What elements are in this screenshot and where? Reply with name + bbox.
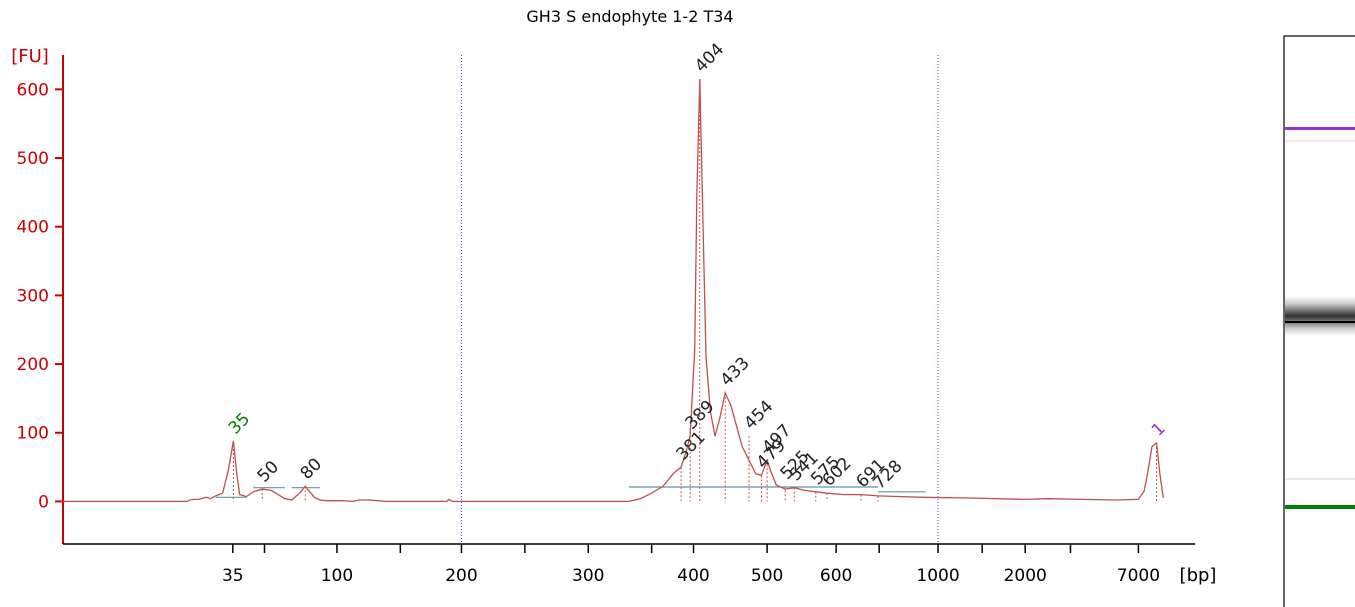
grid-layer bbox=[460, 55, 939, 544]
signal-trace bbox=[63, 78, 1164, 503]
y-tick-label: 300 bbox=[17, 286, 49, 306]
trace-layer bbox=[63, 78, 1164, 503]
y-tick-label: 500 bbox=[17, 149, 49, 169]
x-tick-label: 100 bbox=[321, 566, 353, 586]
y-tick-label: 600 bbox=[17, 80, 49, 100]
x-tick-label: 300 bbox=[572, 566, 604, 586]
y-tick-label: 100 bbox=[17, 424, 49, 444]
gel-faint-band bbox=[1285, 140, 1355, 142]
y-tick-label: 0 bbox=[38, 492, 49, 512]
x-tick-label: 500 bbox=[751, 566, 783, 586]
y-tick-label: 400 bbox=[17, 218, 49, 238]
gel-lower-marker-band bbox=[1285, 505, 1355, 509]
baseline-segments bbox=[215, 486, 926, 498]
chart-title: GH3 S endophyte 1-2 T34 bbox=[526, 7, 733, 26]
x-tick-label: 35 bbox=[222, 566, 244, 586]
x-tick-label: 1000 bbox=[916, 566, 959, 586]
x-tick-label: 2000 bbox=[1004, 566, 1047, 586]
gel-upper-marker-band bbox=[1285, 127, 1355, 130]
x-tick-label: 400 bbox=[677, 566, 709, 586]
gel-main-band bbox=[1285, 296, 1355, 336]
gel-main-band-core bbox=[1285, 321, 1355, 323]
x-tick-label: 7000 bbox=[1117, 566, 1160, 586]
gel-faint-band-lower bbox=[1285, 478, 1355, 480]
x-tick-label: 600 bbox=[820, 566, 852, 586]
axes: 0 100 200 300 400 500 600 35 100 200 300 400 500 600 1… bbox=[17, 55, 1195, 586]
y-tick-label: 200 bbox=[17, 355, 49, 375]
y-axis-unit: [FU] bbox=[11, 46, 49, 67]
x-axis-unit: [bp] bbox=[1180, 565, 1217, 586]
x-tick-label: 200 bbox=[445, 566, 477, 586]
